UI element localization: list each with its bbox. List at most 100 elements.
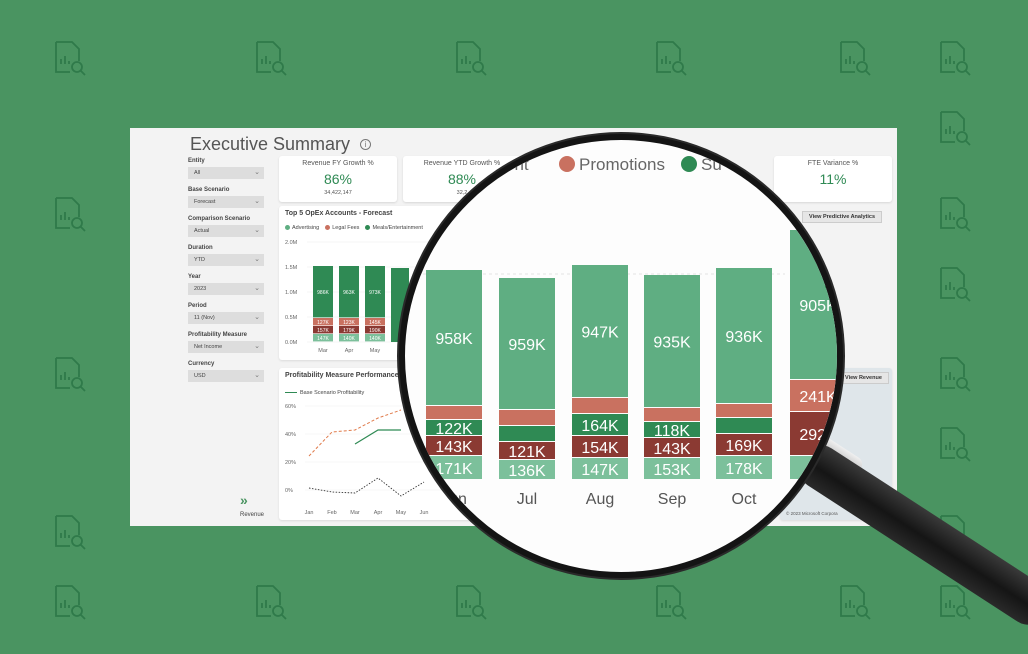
comparison-scenario-select[interactable]: Actual ⌄ bbox=[188, 225, 264, 237]
bar-value-label: 121K bbox=[508, 444, 546, 461]
nav-revenue-label[interactable]: Revenue bbox=[240, 512, 265, 518]
select-value: Actual bbox=[194, 228, 210, 234]
view-revenue-button[interactable]: View Revenue bbox=[838, 372, 889, 384]
bar-segment[interactable] bbox=[365, 318, 385, 326]
bar-segment[interactable] bbox=[499, 460, 555, 479]
view-predictive-analytics-button[interactable]: View Predictive Analytics bbox=[802, 211, 883, 223]
x-tick-label: Jun bbox=[420, 510, 429, 516]
profitability-select[interactable]: Net Income ⌄ bbox=[188, 341, 264, 353]
filter-label: Base Scenario bbox=[188, 187, 230, 193]
bar-segment[interactable] bbox=[426, 420, 482, 435]
bar-segment[interactable] bbox=[499, 426, 555, 441]
report-search-icon bbox=[253, 40, 289, 76]
base-scenario-line[interactable] bbox=[354, 429, 401, 445]
legend-legal-fees[interactable]: Legal Fees bbox=[325, 225, 359, 231]
bar-segment-top[interactable] bbox=[572, 265, 628, 397]
bar-segment[interactable] bbox=[365, 326, 385, 334]
map-copyright: © 2023 Microsoft Corpora bbox=[786, 511, 838, 516]
x-tick-label: Apr bbox=[345, 348, 354, 354]
bar-segment[interactable] bbox=[716, 404, 772, 417]
bar-value-label: 143K bbox=[653, 441, 691, 458]
report-search-icon bbox=[52, 40, 88, 76]
bar-segment[interactable] bbox=[644, 422, 700, 437]
bar-segment[interactable] bbox=[365, 266, 385, 318]
chevron-right-icon[interactable]: » bbox=[240, 492, 248, 508]
kpi-sub: 32,2 bbox=[456, 190, 468, 196]
report-search-icon bbox=[937, 266, 973, 302]
bar-segment[interactable] bbox=[790, 380, 837, 411]
bar-segment[interactable] bbox=[572, 436, 628, 457]
bar-segment[interactable] bbox=[716, 456, 772, 479]
bar-segment-top[interactable] bbox=[499, 278, 555, 409]
period-select[interactable]: 11 (Nov) ⌄ bbox=[188, 312, 264, 324]
variance-line[interactable] bbox=[308, 477, 425, 497]
info-icon[interactable]: i bbox=[360, 139, 372, 150]
bar-segment[interactable] bbox=[644, 408, 700, 421]
year-select[interactable]: 2023 ⌄ bbox=[188, 283, 264, 295]
bar-value-label: 947K bbox=[581, 325, 619, 342]
filter-year: Year 2023 ⌄ bbox=[188, 274, 268, 295]
select-value: YTD bbox=[194, 257, 205, 263]
bar-segment[interactable] bbox=[644, 458, 700, 479]
chevron-down-icon: ⌄ bbox=[254, 256, 260, 263]
bar-segment[interactable] bbox=[499, 442, 555, 459]
report-search-icon bbox=[52, 584, 88, 620]
report-search-icon bbox=[453, 584, 489, 620]
bar-segment[interactable] bbox=[313, 318, 333, 326]
bar-segment[interactable] bbox=[339, 334, 359, 342]
legend-label: Meals/Entertainment bbox=[372, 225, 423, 231]
bar-segment-top[interactable] bbox=[716, 268, 772, 403]
x-tick-label: Feb bbox=[327, 510, 336, 516]
bar-segment[interactable] bbox=[313, 266, 333, 318]
bar-segment[interactable] bbox=[572, 458, 628, 479]
filter-label: Period bbox=[188, 303, 207, 309]
legend-advertising[interactable]: Advertising bbox=[285, 225, 319, 231]
legend-label: Advertising bbox=[292, 225, 320, 231]
bar-segment[interactable] bbox=[426, 406, 482, 419]
bar-value-label: 973K bbox=[369, 290, 381, 296]
y-tick-label: 1.5M bbox=[285, 265, 298, 271]
bar-segment[interactable] bbox=[365, 334, 385, 342]
x-tick-label: May bbox=[396, 510, 407, 516]
y-tick-label: 40% bbox=[285, 432, 296, 438]
bar-value-label: 958K bbox=[435, 331, 473, 348]
legend-label: Legal Fees bbox=[332, 225, 360, 231]
bar-segment[interactable] bbox=[716, 434, 772, 455]
report-search-icon bbox=[52, 514, 88, 550]
bar-value-label: 241K bbox=[799, 389, 837, 406]
filter-period: Period 11 (Nov) ⌄ bbox=[188, 303, 268, 324]
bar-segment[interactable] bbox=[339, 318, 359, 326]
bar-segment[interactable] bbox=[339, 266, 359, 318]
filter-label: Comparison Scenario bbox=[188, 216, 251, 222]
filter-currency: Currency USD ⌄ bbox=[188, 361, 268, 382]
bar-value-label: 959K bbox=[508, 337, 546, 354]
bar-segment[interactable] bbox=[313, 326, 333, 334]
report-search-icon bbox=[653, 40, 689, 76]
bar-value-label: 164K bbox=[581, 418, 619, 435]
legend-meals[interactable]: Meals/Entertainment bbox=[365, 225, 423, 231]
bar-segment[interactable] bbox=[644, 438, 700, 457]
bar-segment[interactable] bbox=[572, 398, 628, 413]
bar-segment[interactable] bbox=[499, 410, 555, 425]
bar-value-label: 154K bbox=[581, 440, 619, 457]
bar-segment[interactable] bbox=[339, 326, 359, 334]
base-scenario-select[interactable]: Forecast ⌄ bbox=[188, 196, 264, 208]
duration-select[interactable]: YTD ⌄ bbox=[188, 254, 264, 266]
bar-segment[interactable] bbox=[716, 418, 772, 433]
bar-segment[interactable] bbox=[313, 334, 333, 342]
chevron-down-icon: ⌄ bbox=[254, 198, 260, 205]
kpi-value: 11% bbox=[819, 171, 847, 187]
bar-value-label: 179K bbox=[343, 328, 355, 334]
comparison-line[interactable] bbox=[308, 409, 402, 457]
bar-segment[interactable] bbox=[426, 456, 482, 479]
currency-select[interactable]: USD ⌄ bbox=[188, 370, 264, 382]
bar-value-label: 143K bbox=[435, 439, 473, 456]
bar-segment[interactable] bbox=[572, 414, 628, 435]
bar-segment-top[interactable] bbox=[644, 275, 700, 407]
bar-segment[interactable] bbox=[426, 436, 482, 455]
bar-segment-top[interactable] bbox=[426, 270, 482, 405]
x-tick-label: Mar bbox=[350, 510, 360, 516]
entity-select[interactable]: All ⌄ bbox=[188, 167, 264, 179]
filter-profitability: Profitability Measure Net Income ⌄ bbox=[188, 332, 268, 353]
chevron-down-icon: ⌄ bbox=[254, 372, 260, 379]
